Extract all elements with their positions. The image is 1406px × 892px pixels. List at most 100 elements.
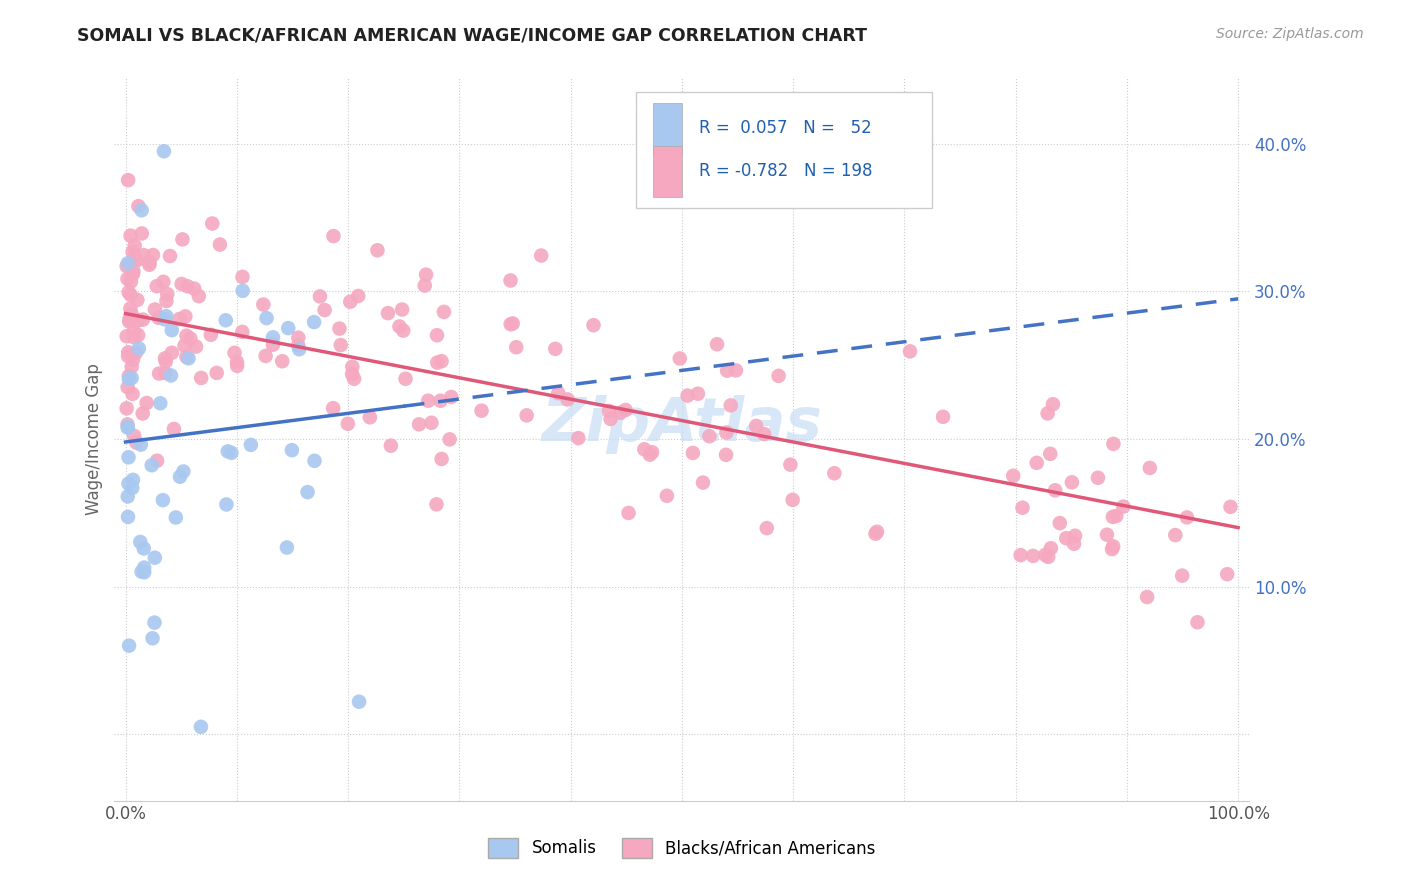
Point: [217, 444, 239, 458]
Point: [115, 259, 138, 273]
Point: [117, 417, 139, 432]
Point: [122, 250, 145, 264]
Point: [122, 267, 145, 281]
Point: [205, 366, 228, 380]
Point: [117, 349, 139, 363]
Point: [429, 393, 451, 408]
Point: [745, 419, 768, 434]
Point: [388, 319, 411, 334]
Point: [122, 264, 145, 278]
Point: [297, 485, 319, 500]
Point: [226, 359, 249, 373]
Point: [599, 412, 621, 426]
Point: [155, 366, 177, 380]
Point: [148, 367, 170, 381]
Bar: [654, 103, 682, 153]
Point: [121, 481, 143, 495]
Point: [426, 328, 449, 343]
Point: [823, 467, 845, 481]
Point: [392, 324, 415, 338]
Point: [304, 454, 326, 468]
Point: [224, 346, 246, 360]
Point: [557, 392, 579, 407]
Point: [440, 390, 463, 404]
Point: [190, 371, 212, 385]
Point: [159, 249, 181, 263]
Point: [117, 256, 139, 270]
Point: [1025, 456, 1047, 470]
Point: [614, 403, 637, 417]
Point: [129, 437, 152, 451]
Point: [865, 526, 887, 541]
Point: [170, 277, 193, 291]
Point: [1102, 539, 1125, 553]
Point: [342, 359, 364, 374]
Point: [502, 317, 524, 331]
Point: [617, 506, 640, 520]
Point: [343, 372, 366, 386]
Point: [118, 372, 141, 386]
Point: [408, 417, 430, 432]
Point: [377, 306, 399, 320]
Point: [413, 278, 436, 293]
Point: [336, 417, 359, 431]
Text: ZipAtlas: ZipAtlas: [541, 395, 823, 454]
Point: [439, 433, 461, 447]
Point: [127, 199, 149, 213]
Point: [200, 327, 222, 342]
Point: [177, 351, 200, 366]
Point: [131, 203, 153, 218]
Point: [898, 344, 921, 359]
Text: SOMALI VS BLACK/AFRICAN AMERICAN WAGE/INCOME GAP CORRELATION CHART: SOMALI VS BLACK/AFRICAN AMERICAN WAGE/IN…: [77, 27, 868, 45]
Point: [169, 469, 191, 483]
Point: [1102, 509, 1125, 524]
Point: [1112, 500, 1135, 514]
Point: [120, 275, 142, 289]
Point: [1064, 529, 1087, 543]
Point: [117, 420, 139, 434]
Point: [127, 293, 149, 307]
Point: [176, 279, 198, 293]
Point: [118, 369, 141, 384]
Point: [153, 145, 176, 159]
Point: [1171, 568, 1194, 582]
Point: [686, 386, 709, 401]
Point: [714, 448, 737, 462]
Point: [252, 297, 274, 311]
Point: [347, 289, 370, 303]
Point: [516, 409, 538, 423]
Point: [141, 632, 163, 646]
Point: [1219, 500, 1241, 514]
Point: [567, 431, 589, 445]
Point: [582, 318, 605, 333]
Point: [340, 367, 363, 381]
Point: [288, 343, 311, 357]
Point: [499, 317, 522, 331]
Point: [1164, 528, 1187, 542]
Point: [135, 396, 157, 410]
Point: [1022, 549, 1045, 563]
Point: [163, 422, 186, 436]
Bar: [654, 146, 682, 197]
Point: [1054, 531, 1077, 545]
Point: [160, 323, 183, 337]
Point: [190, 720, 212, 734]
Point: [716, 364, 738, 378]
Point: [132, 248, 155, 262]
Point: [155, 293, 177, 308]
Point: [125, 435, 148, 450]
Point: [152, 493, 174, 508]
Point: [231, 325, 253, 339]
Point: [1042, 397, 1064, 411]
Point: [172, 232, 194, 246]
Point: [256, 311, 278, 326]
Point: [1175, 510, 1198, 524]
Point: [143, 550, 166, 565]
Point: [231, 269, 253, 284]
Point: [866, 524, 889, 539]
Point: [121, 359, 143, 374]
Point: [682, 446, 704, 460]
Point: [755, 521, 778, 535]
Point: [768, 368, 790, 383]
Point: [302, 315, 325, 329]
